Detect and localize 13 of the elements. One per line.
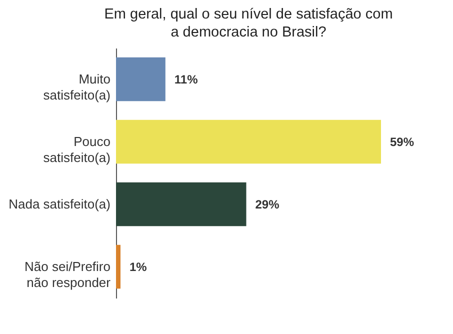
data-label: 1% <box>129 260 148 274</box>
y-tick-label: Muito satisfeito(a) <box>43 71 110 102</box>
bar <box>116 120 381 164</box>
data-label: 59% <box>390 134 414 149</box>
bar <box>116 182 246 226</box>
y-tick-label: Pouco satisfeito(a) <box>43 134 110 165</box>
data-label: 29% <box>255 197 280 212</box>
bar <box>116 244 120 289</box>
y-tick-label: Nada satisfeito(a) <box>8 196 110 212</box>
bar <box>116 57 166 102</box>
data-label: 11% <box>174 72 198 86</box>
chart-title: Em geral, qual o seu nível de satisfação com a democracia no Brasil? <box>104 6 393 40</box>
y-tick-label: Não sei/Prefiro não responder <box>24 258 112 290</box>
